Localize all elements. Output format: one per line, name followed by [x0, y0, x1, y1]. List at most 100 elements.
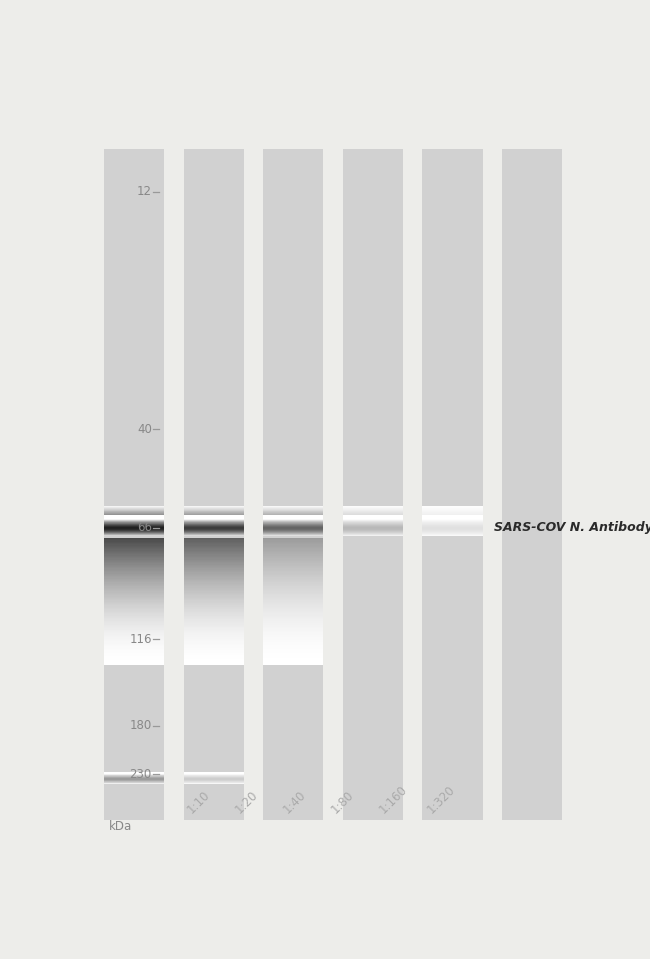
- Bar: [263, 565, 324, 566]
- Bar: [184, 615, 244, 616]
- Bar: [263, 620, 324, 622]
- Bar: [184, 638, 244, 639]
- Bar: [184, 562, 244, 563]
- Bar: [263, 627, 324, 628]
- Bar: [104, 576, 164, 577]
- Bar: [184, 653, 244, 654]
- Bar: [104, 600, 164, 601]
- Bar: [104, 571, 164, 573]
- Bar: [263, 651, 324, 653]
- Bar: [263, 592, 324, 593]
- Bar: [104, 649, 164, 650]
- Bar: [263, 640, 324, 642]
- Bar: [184, 632, 244, 634]
- Bar: [263, 553, 324, 554]
- Bar: [104, 557, 164, 558]
- Bar: [184, 570, 244, 571]
- Bar: [184, 149, 244, 820]
- Bar: [184, 636, 244, 638]
- Bar: [263, 566, 324, 567]
- Bar: [104, 664, 164, 666]
- Bar: [263, 617, 324, 619]
- Bar: [104, 616, 164, 617]
- Bar: [263, 626, 324, 627]
- Bar: [104, 645, 164, 646]
- Bar: [104, 550, 164, 551]
- Bar: [184, 651, 244, 653]
- Bar: [104, 640, 164, 642]
- Bar: [184, 584, 244, 585]
- Bar: [184, 635, 244, 636]
- Text: 12: 12: [136, 185, 152, 199]
- Bar: [184, 592, 244, 593]
- Bar: [104, 630, 164, 631]
- Bar: [104, 541, 164, 542]
- Bar: [263, 589, 324, 590]
- Text: 180: 180: [129, 719, 152, 733]
- Bar: [184, 627, 244, 628]
- Bar: [263, 573, 324, 574]
- Bar: [104, 561, 164, 562]
- Bar: [104, 646, 164, 647]
- Bar: [263, 650, 324, 651]
- Bar: [184, 663, 244, 664]
- Bar: [184, 619, 244, 620]
- Bar: [104, 580, 164, 581]
- Bar: [184, 612, 244, 613]
- Bar: [263, 628, 324, 630]
- Bar: [263, 664, 324, 666]
- Bar: [104, 593, 164, 594]
- Text: 116: 116: [129, 633, 152, 645]
- Bar: [263, 607, 324, 608]
- Bar: [184, 569, 244, 570]
- Bar: [184, 631, 244, 632]
- Bar: [263, 576, 324, 577]
- Bar: [104, 605, 164, 607]
- Bar: [104, 607, 164, 608]
- Bar: [184, 646, 244, 647]
- Bar: [104, 547, 164, 548]
- Bar: [184, 548, 244, 550]
- Bar: [104, 659, 164, 661]
- Bar: [184, 622, 244, 623]
- Bar: [263, 563, 324, 565]
- Bar: [263, 551, 324, 553]
- Bar: [104, 582, 164, 584]
- Bar: [263, 584, 324, 585]
- Bar: [104, 588, 164, 589]
- Bar: [104, 538, 164, 539]
- Bar: [263, 577, 324, 578]
- Bar: [263, 590, 324, 592]
- Bar: [263, 654, 324, 655]
- Bar: [263, 613, 324, 615]
- Bar: [104, 599, 164, 600]
- Bar: [263, 596, 324, 597]
- Bar: [184, 634, 244, 635]
- Bar: [184, 600, 244, 601]
- Bar: [263, 605, 324, 607]
- Bar: [104, 627, 164, 628]
- Bar: [184, 605, 244, 607]
- Bar: [104, 631, 164, 632]
- Bar: [184, 654, 244, 655]
- Bar: [263, 538, 324, 539]
- Bar: [104, 590, 164, 592]
- Bar: [184, 565, 244, 566]
- Bar: [104, 643, 164, 645]
- Bar: [104, 573, 164, 574]
- Bar: [184, 643, 244, 645]
- Bar: [263, 611, 324, 612]
- Bar: [184, 645, 244, 646]
- Bar: [104, 581, 164, 582]
- Bar: [184, 546, 244, 547]
- Bar: [184, 547, 244, 548]
- Bar: [104, 574, 164, 576]
- Bar: [184, 611, 244, 612]
- Bar: [184, 662, 244, 663]
- Bar: [184, 551, 244, 553]
- Bar: [104, 638, 164, 639]
- Bar: [104, 603, 164, 604]
- Bar: [263, 638, 324, 639]
- Bar: [184, 554, 244, 555]
- Bar: [263, 574, 324, 576]
